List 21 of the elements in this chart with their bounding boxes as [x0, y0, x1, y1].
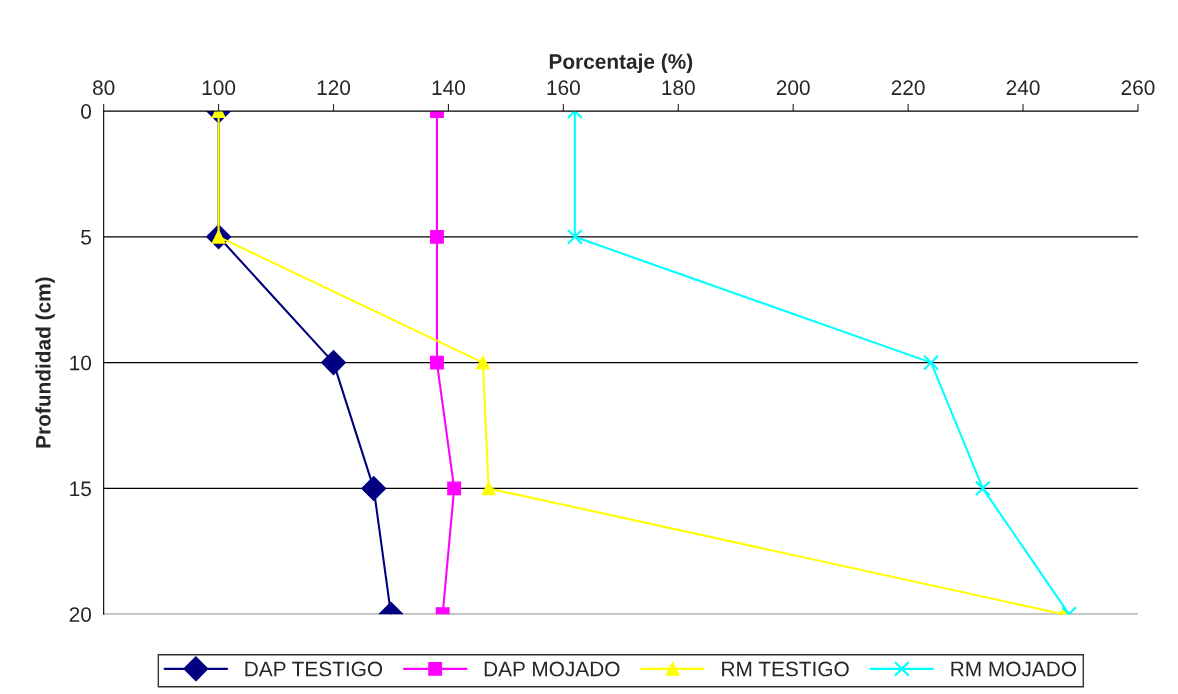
x-axis-title: Porcentaje (%)	[549, 53, 693, 74]
x-tick-label: 80	[92, 80, 115, 96]
x-tick-label: 140	[432, 80, 465, 96]
y-tick-label: 10	[70, 355, 92, 371]
x-tick-label: 200	[776, 80, 810, 96]
x-tick-label: 120	[317, 80, 351, 96]
x-tick-label: 160	[547, 80, 580, 96]
y-tick-label: 15	[70, 481, 91, 497]
y-tick-label: 20	[69, 607, 92, 622]
y-tick-label: 5	[81, 230, 91, 245]
x-tick-label: 220	[891, 80, 925, 96]
legend-label: RM TESTIGO	[722, 661, 849, 677]
x-tick-label: 240	[1006, 80, 1040, 96]
legend-label: DAP MOJADO	[484, 661, 620, 677]
y-axis-title: Profundidad (cm)	[35, 277, 55, 448]
y-tick-label: 0	[81, 104, 92, 119]
legend-label: RM MOJADO	[951, 661, 1077, 677]
x-tick-label: 100	[202, 80, 236, 96]
x-tick-label: 260	[1121, 80, 1155, 96]
legend-label: DAP TESTIGO	[245, 661, 383, 677]
x-tick-label: 180	[662, 80, 695, 96]
